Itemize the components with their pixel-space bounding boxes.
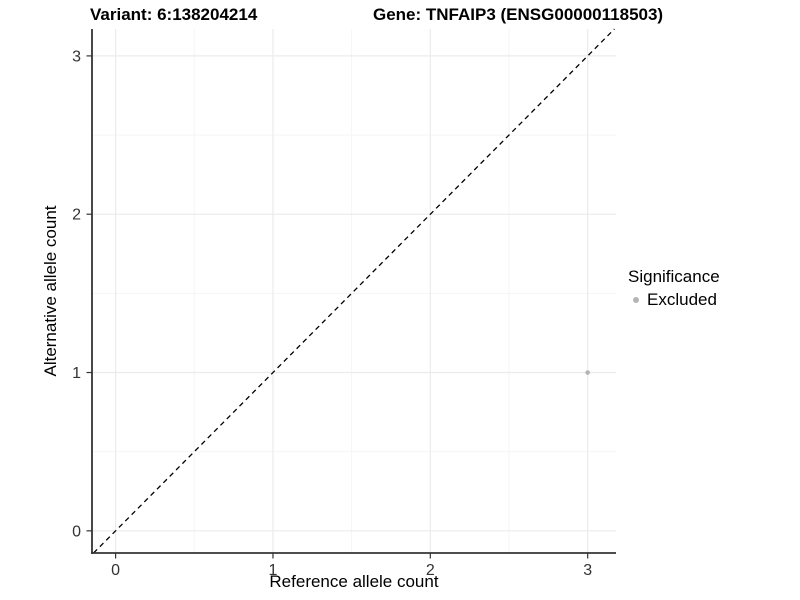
legend-title: Significance: [628, 267, 720, 286]
y-tick-label: 3: [72, 48, 81, 65]
legend-item-excluded: Excluded: [628, 290, 720, 310]
y-axis-title: Alternative allele count: [41, 205, 60, 377]
legend-point-swatch: [633, 297, 639, 303]
plot-title-gene: Gene: TNFAIP3 (ENSG00000118503): [373, 5, 664, 24]
plot-title-variant: Variant: 6:138204214: [90, 5, 258, 24]
legend: Significance Excluded: [628, 267, 720, 310]
data-point: [585, 370, 590, 375]
y-tick-label: 2: [72, 207, 81, 224]
x-axis-title: Reference allele count: [269, 572, 439, 591]
x-tick-label: 3: [583, 562, 592, 579]
y-tick-label: 0: [72, 523, 81, 540]
identity-line: [93, 28, 615, 554]
x-tick-label: 1: [269, 562, 278, 579]
x-tick-label: 0: [111, 562, 120, 579]
legend-item-label: Excluded: [647, 290, 717, 309]
x-tick-label: 2: [426, 562, 435, 579]
y-tick-label: 1: [72, 365, 81, 382]
